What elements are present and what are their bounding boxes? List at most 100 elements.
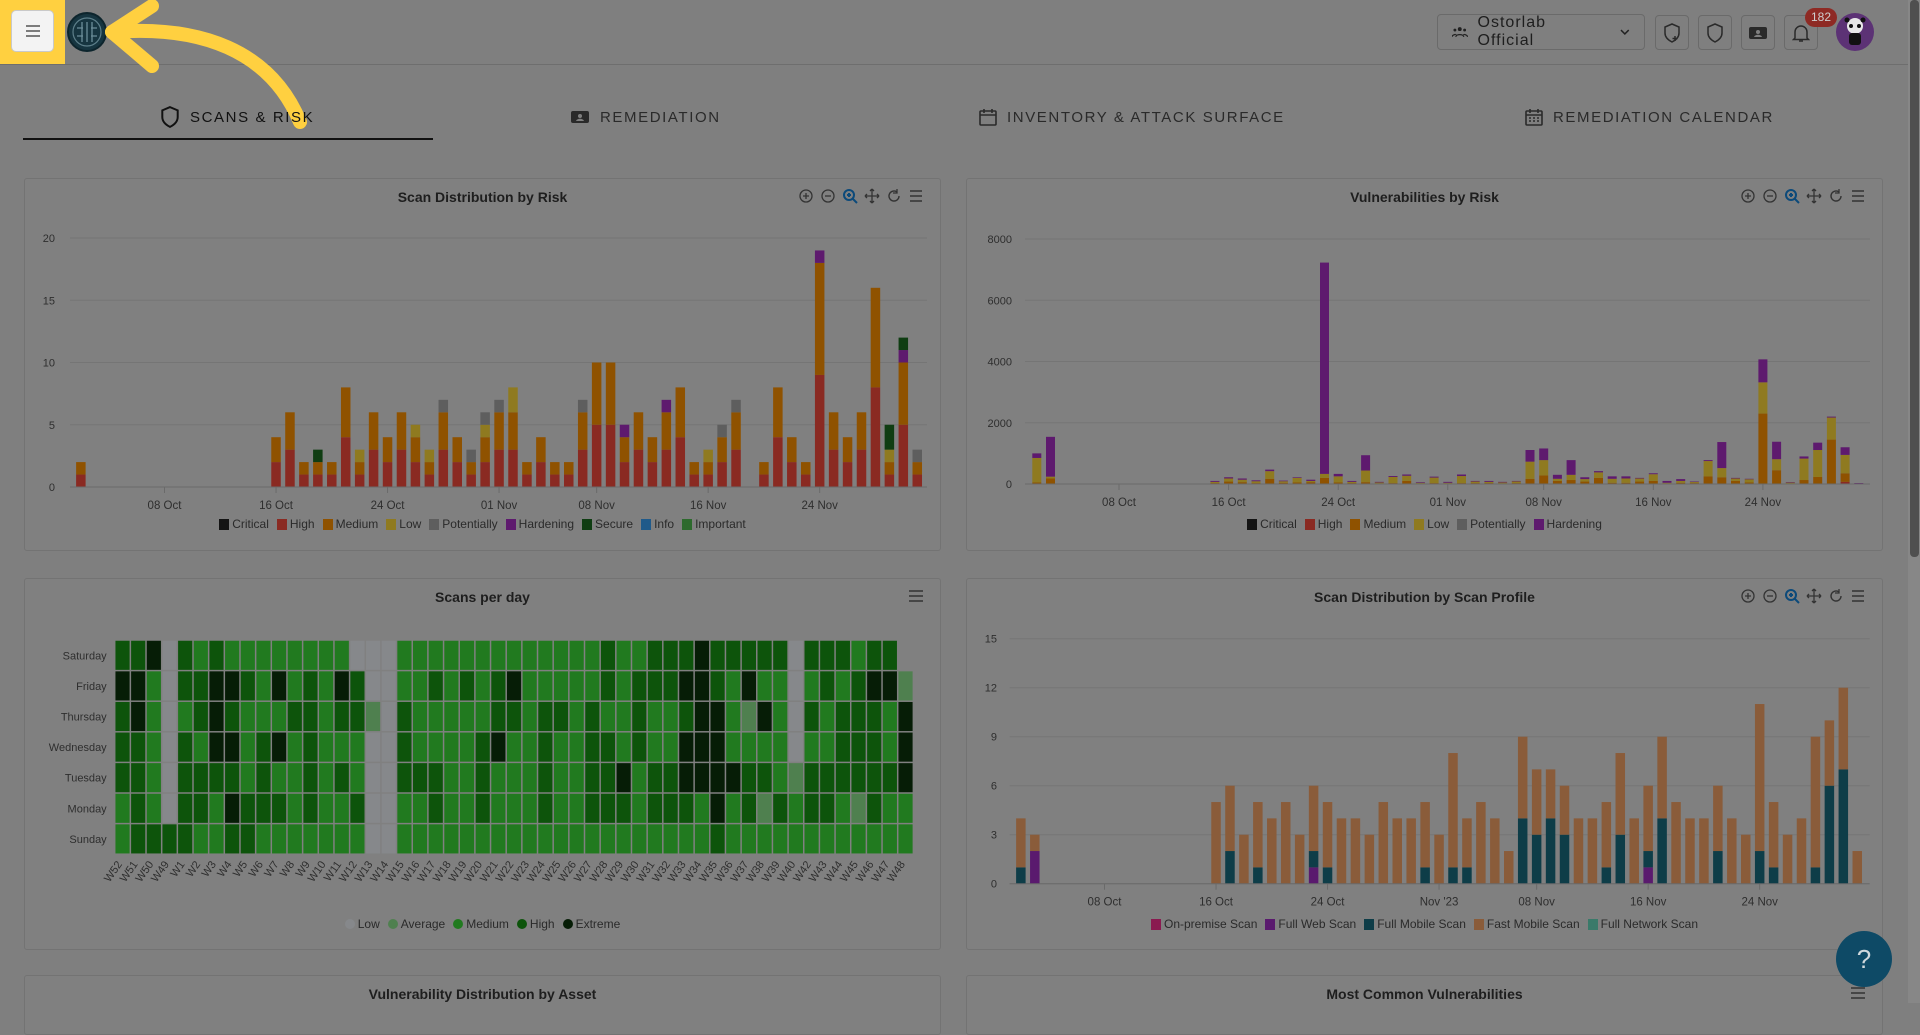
bar-hardening[interactable]: [1744, 478, 1754, 480]
heatmap-cell-high[interactable]: [647, 640, 663, 670]
legend-item-high[interactable]: High: [276, 517, 315, 531]
heatmap-cell-high[interactable]: [115, 732, 130, 762]
bar-high[interactable]: [842, 462, 853, 487]
bar-low[interactable]: [1607, 478, 1617, 483]
heatmap-cell-medium[interactable]: [319, 671, 334, 701]
bar-hardening[interactable]: [1333, 473, 1343, 477]
bar-low[interactable]: [1662, 482, 1672, 484]
heatmap-cell-medium[interactable]: [694, 824, 710, 854]
bar-medium[interactable]: [661, 412, 672, 450]
heatmap-cell-medium[interactable]: [663, 732, 678, 762]
bar-low[interactable]: [1703, 461, 1713, 477]
bar-hardening[interactable]: [1292, 477, 1302, 478]
heatmap-cell-medium[interactable]: [569, 763, 584, 793]
bar-fast-mobile-scan[interactable]: [1392, 818, 1402, 884]
heatmap-cell-medium[interactable]: [444, 793, 459, 823]
heatmap-cell-high[interactable]: [553, 701, 569, 732]
bar-full-mobile-scan[interactable]: [1824, 785, 1835, 884]
reset-zoom-icon[interactable]: [886, 188, 902, 204]
bar-full-mobile-scan[interactable]: [1559, 834, 1570, 884]
bar-medium[interactable]: [396, 412, 407, 450]
bar-high[interactable]: [870, 387, 881, 487]
heatmap-cell-medium[interactable]: [475, 824, 490, 854]
bar-fast-mobile-scan[interactable]: [1030, 834, 1040, 852]
bar-hardening[interactable]: [1840, 447, 1850, 455]
bar-fast-mobile-scan[interactable]: [1810, 736, 1821, 868]
bar-fast-mobile-scan[interactable]: [1350, 818, 1361, 884]
heatmap-cell-medium[interactable]: [412, 732, 428, 762]
heatmap-cell-medium[interactable]: [209, 793, 224, 823]
heatmap-cell-high[interactable]: [240, 793, 255, 823]
bar-fast-mobile-scan[interactable]: [1420, 802, 1430, 868]
bar-medium[interactable]: [76, 462, 86, 475]
heatmap-cell-high[interactable]: [115, 701, 130, 732]
heatmap-cell-medium[interactable]: [569, 824, 584, 854]
heatmap-cell-extreme[interactable]: [741, 671, 757, 701]
bar-hardening[interactable]: [1772, 441, 1782, 460]
heatmap-cell-high[interactable]: [710, 640, 725, 670]
heatmap-cell-extreme[interactable]: [225, 671, 240, 701]
heatmap-cell-medium[interactable]: [726, 824, 741, 854]
heatmap-cell-high[interactable]: [397, 763, 412, 793]
bar-medium[interactable]: [494, 412, 504, 450]
bar-medium[interactable]: [1813, 476, 1823, 484]
heatmap-cell-medium[interactable]: [444, 763, 459, 793]
bar-low[interactable]: [1785, 482, 1795, 484]
bar-medium[interactable]: [759, 462, 769, 475]
bar-low[interactable]: [1484, 481, 1494, 484]
heatmap-cell-high[interactable]: [867, 793, 882, 823]
heatmap-cell-medium[interactable]: [522, 701, 537, 732]
bar-high[interactable]: [675, 437, 686, 487]
heatmap-cell-high[interactable]: [710, 824, 725, 854]
heatmap-cell-medium[interactable]: [522, 671, 537, 701]
heatmap-cell-extreme[interactable]: [115, 671, 130, 701]
heatmap-cell-medium[interactable]: [773, 671, 788, 701]
bar-medium[interactable]: [466, 462, 476, 475]
bar-low[interactable]: [1826, 417, 1836, 440]
heatmap-cell-extreme[interactable]: [694, 671, 710, 701]
bar-fast-mobile-scan[interactable]: [1239, 834, 1249, 884]
heatmap-cell-medium[interactable]: [444, 671, 459, 701]
bar-medium[interactable]: [787, 437, 797, 463]
heatmap-cell-medium[interactable]: [569, 793, 584, 823]
bar-full-mobile-scan[interactable]: [1016, 867, 1026, 884]
heatmap-cell-high[interactable]: [741, 793, 757, 823]
legend-item-hardening[interactable]: Hardening: [505, 517, 574, 531]
heatmap-cell-medium[interactable]: [350, 732, 365, 762]
heatmap-cell-high[interactable]: [303, 701, 318, 732]
heatmap-cell-medium[interactable]: [428, 701, 443, 732]
bar-high[interactable]: [759, 474, 769, 487]
heatmap-cell-high[interactable]: [193, 763, 208, 793]
heatmap-cell-low[interactable]: [366, 671, 381, 701]
bar-hardening[interactable]: [1799, 456, 1809, 459]
heatmap-cell-extreme[interactable]: [867, 671, 882, 701]
heatmap-cell-high[interactable]: [804, 701, 819, 732]
heatmap-cell-medium[interactable]: [444, 640, 459, 670]
heatmap-cell-extreme[interactable]: [225, 732, 240, 762]
bar-low[interactable]: [1676, 480, 1686, 483]
bar-hardening[interactable]: [1648, 473, 1658, 475]
bar-fast-mobile-scan[interactable]: [1643, 785, 1653, 852]
bar-low[interactable]: [1813, 450, 1823, 477]
heatmap-cell-high[interactable]: [835, 732, 850, 762]
heatmap-cell-high[interactable]: [757, 763, 772, 793]
bar-full-mobile-scan[interactable]: [1838, 769, 1849, 884]
heatmap-cell-medium[interactable]: [240, 732, 255, 762]
heatmap-cell-extreme[interactable]: [710, 732, 725, 762]
heatmap-cell-high[interactable]: [178, 640, 193, 670]
bar-low[interactable]: [424, 449, 435, 463]
bar-potentially[interactable]: [480, 412, 490, 425]
heatmap-cell-medium[interactable]: [303, 824, 318, 854]
bar-high[interactable]: [787, 462, 797, 487]
bar-hardening[interactable]: [1731, 477, 1740, 479]
bar-medium[interactable]: [1758, 413, 1768, 484]
bar-high[interactable]: [285, 449, 295, 487]
bar-low[interactable]: [1799, 458, 1809, 481]
bar-full-mobile-scan[interactable]: [1448, 867, 1458, 884]
menu-toggle-button[interactable]: [11, 10, 54, 52]
heatmap-cell-high[interactable]: [428, 793, 443, 823]
heatmap-cell-medium[interactable]: [397, 824, 412, 854]
heatmap-cell-high[interactable]: [585, 763, 600, 793]
heatmap-cell-medium[interactable]: [616, 671, 631, 701]
bar-fast-mobile-scan[interactable]: [1294, 834, 1305, 884]
